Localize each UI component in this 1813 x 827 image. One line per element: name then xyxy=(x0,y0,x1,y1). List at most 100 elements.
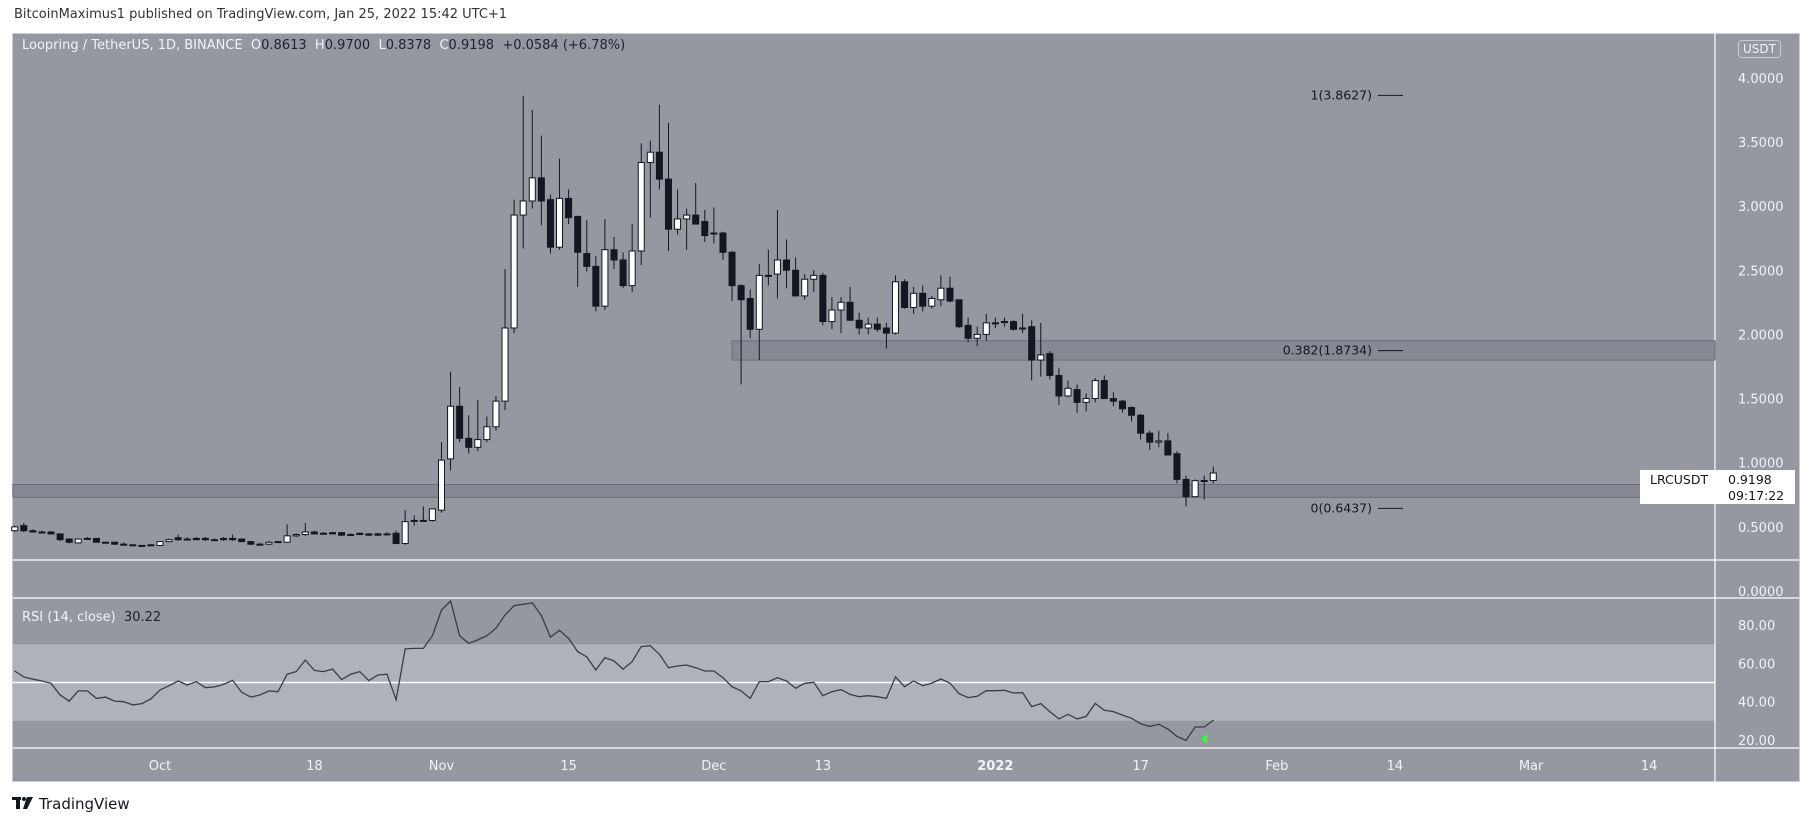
candle-bearish[interactable] xyxy=(819,274,827,323)
candle-bearish[interactable] xyxy=(220,537,228,541)
candle-bullish[interactable] xyxy=(11,526,19,532)
candle-bullish[interactable] xyxy=(410,519,418,522)
candle-bullish[interactable] xyxy=(474,439,482,448)
candle-bearish[interactable] xyxy=(583,253,591,267)
candle-bearish[interactable] xyxy=(873,323,881,330)
candle-bearish[interactable] xyxy=(1010,321,1018,330)
candle-bearish[interactable] xyxy=(92,537,100,543)
candle-bullish[interactable] xyxy=(292,534,300,537)
candle-bullish[interactable] xyxy=(501,327,509,402)
candle-bearish[interactable] xyxy=(901,281,909,308)
candle-bearish[interactable] xyxy=(565,197,573,219)
candle-bullish[interactable] xyxy=(1037,354,1045,361)
candle-bearish[interactable] xyxy=(610,249,618,261)
candle-bearish[interactable] xyxy=(392,532,400,545)
candle-bearish[interactable] xyxy=(746,297,754,330)
candle-bullish[interactable] xyxy=(510,214,518,329)
support-resistance-zone[interactable] xyxy=(731,340,1716,361)
candle-bearish[interactable] xyxy=(356,532,364,536)
candle-bearish[interactable] xyxy=(147,544,155,547)
candle-bullish[interactable] xyxy=(710,232,718,235)
candle-bearish[interactable] xyxy=(1128,407,1136,416)
candle-bearish[interactable] xyxy=(65,538,73,543)
candle-bullish[interactable] xyxy=(864,323,872,329)
candle-bullish[interactable] xyxy=(1091,380,1099,400)
candle-bearish[interactable] xyxy=(192,537,200,541)
candle-bearish[interactable] xyxy=(102,541,110,544)
candle-bullish[interactable] xyxy=(1082,398,1090,403)
candle-bullish[interactable] xyxy=(910,292,918,308)
support-resistance-zone[interactable] xyxy=(12,484,1716,498)
candle-bullish[interactable] xyxy=(428,508,436,521)
candle-bearish[interactable] xyxy=(955,299,963,328)
tradingview-logo[interactable]: TradingView xyxy=(12,795,130,813)
candle-bearish[interactable] xyxy=(728,251,736,287)
candle-bearish[interactable] xyxy=(1173,453,1181,480)
candle-bearish[interactable] xyxy=(1109,398,1117,402)
candle-bullish[interactable] xyxy=(755,274,763,330)
candle-bullish[interactable] xyxy=(447,405,455,460)
candle-bearish[interactable] xyxy=(882,327,890,334)
candle-bullish[interactable] xyxy=(674,218,682,230)
candle-bullish[interactable] xyxy=(1019,327,1027,330)
candle-bearish[interactable] xyxy=(1146,432,1154,443)
candle-bearish[interactable] xyxy=(737,285,745,301)
candle-bullish[interactable] xyxy=(764,274,772,277)
candle-bearish[interactable] xyxy=(1182,478,1190,498)
candle-bearish[interactable] xyxy=(174,537,182,541)
candle-bullish[interactable] xyxy=(483,426,491,441)
candle-bearish[interactable] xyxy=(465,437,473,448)
candle-bullish[interactable] xyxy=(683,214,691,220)
candle-bearish[interactable] xyxy=(238,538,246,543)
candle-bearish[interactable] xyxy=(338,532,346,536)
candle-bearish[interactable] xyxy=(1073,389,1081,403)
candle-bullish[interactable] xyxy=(1155,440,1163,443)
candle-bearish[interactable] xyxy=(592,265,600,307)
candle-bearish[interactable] xyxy=(1055,374,1063,397)
candle-bullish[interactable] xyxy=(138,544,146,547)
candle-bearish[interactable] xyxy=(692,214,700,225)
candle-bearish[interactable] xyxy=(111,541,119,545)
candle-bullish[interactable] xyxy=(973,333,981,339)
candle-bearish[interactable] xyxy=(329,532,337,535)
candle-bearish[interactable] xyxy=(1164,440,1172,456)
candle-bullish[interactable] xyxy=(1191,480,1199,498)
candle-bullish[interactable] xyxy=(519,200,527,216)
candle-bullish[interactable] xyxy=(991,322,999,325)
candle-bearish[interactable] xyxy=(383,533,391,536)
candle-bullish[interactable] xyxy=(419,519,427,522)
candle-bullish[interactable] xyxy=(601,249,609,307)
candle-bullish[interactable] xyxy=(1209,472,1217,481)
candle-bearish[interactable] xyxy=(29,530,37,533)
candle-bullish[interactable] xyxy=(301,531,309,536)
candle-bullish[interactable] xyxy=(646,151,654,163)
candle-bullish[interactable] xyxy=(637,161,645,252)
candle-bearish[interactable] xyxy=(201,537,209,541)
candle-bearish[interactable] xyxy=(20,525,28,532)
candle-bullish[interactable] xyxy=(891,281,899,334)
candle-bearish[interactable] xyxy=(120,543,128,546)
candle-bearish[interactable] xyxy=(919,292,927,307)
currency-badge[interactable]: USDT xyxy=(1738,40,1781,58)
candle-bearish[interactable] xyxy=(310,531,318,535)
symbol-title[interactable]: Loopring / TetherUS, 1D, BINANCE xyxy=(22,38,243,53)
candle-bullish[interactable] xyxy=(556,197,564,248)
candle-bearish[interactable] xyxy=(619,259,627,287)
candle-bearish[interactable] xyxy=(365,533,373,536)
candle-bearish[interactable] xyxy=(456,405,464,439)
candle-bullish[interactable] xyxy=(1064,387,1072,397)
rsi-title[interactable]: RSI (14, close) xyxy=(22,610,116,625)
candle-bearish[interactable] xyxy=(664,178,672,230)
candle-bearish[interactable] xyxy=(274,541,282,544)
candle-bullish[interactable] xyxy=(319,532,327,535)
candle-bullish[interactable] xyxy=(283,535,291,543)
candle-bearish[interactable] xyxy=(374,533,382,536)
candle-bullish[interactable] xyxy=(937,287,945,301)
candle-bullish[interactable] xyxy=(1200,479,1208,482)
candle-bullish[interactable] xyxy=(628,250,636,287)
candle-bearish[interactable] xyxy=(129,544,137,547)
candle-bullish[interactable] xyxy=(492,400,500,428)
candle-bullish[interactable] xyxy=(928,297,936,307)
candle-bullish[interactable] xyxy=(210,539,218,542)
candle-bullish[interactable] xyxy=(837,301,845,311)
